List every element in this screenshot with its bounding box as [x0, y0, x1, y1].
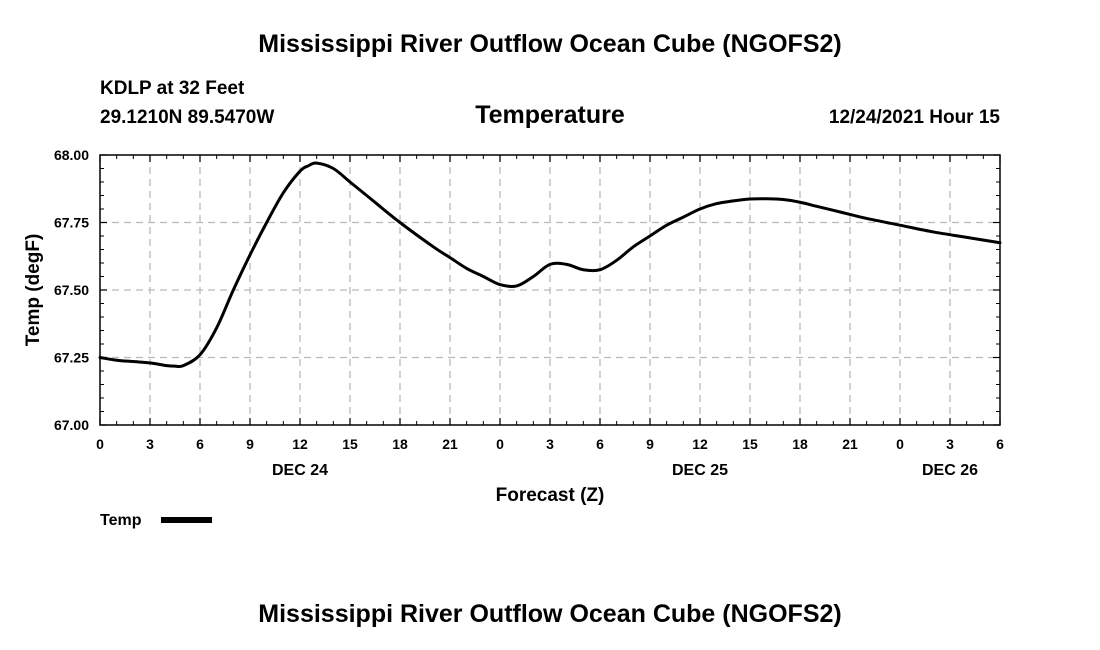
chart-title: Mississippi River Outflow Ocean Cube (NG…	[258, 30, 842, 58]
y-axis-title: Temp (degF)	[23, 234, 44, 347]
x-tick-label: 0	[496, 436, 504, 452]
series-layer	[98, 161, 1002, 369]
date-label: DEC 25	[672, 462, 728, 479]
y-tick-label: 67.50	[54, 282, 89, 298]
x-tick-label: 18	[392, 436, 408, 452]
x-tick-label: 21	[842, 436, 858, 452]
x-tick-label: 0	[896, 436, 904, 452]
legend-label: Temp	[100, 512, 142, 529]
x-tick-label: 18	[792, 436, 808, 452]
x-tick-label: 3	[146, 436, 154, 452]
x-tick-label: 21	[442, 436, 458, 452]
station-label: KDLP at 32 Feet	[100, 78, 245, 99]
x-tick-label: 9	[646, 436, 654, 452]
x-tick-label: 3	[946, 436, 954, 452]
x-tick-label: 3	[546, 436, 554, 452]
x-tick-label: 6	[196, 436, 204, 452]
y-tick-label: 68.00	[54, 147, 89, 163]
y-tick-label: 67.75	[54, 215, 89, 231]
x-tick-label: 9	[246, 436, 254, 452]
grid-lines	[100, 155, 1000, 425]
y-tick-label: 67.00	[54, 417, 89, 433]
axis-labels: 0 3 6 9 12 15 18 21 0 3 6 9 12 15 18 21 0 3 6 67.00 67.25 67.…	[54, 147, 1004, 479]
x-tick-label: 15	[342, 436, 358, 452]
date-label: DEC 26	[922, 462, 978, 479]
x-tick-label: 6	[596, 436, 604, 452]
station-coordinates: 29.1210N 89.5470W	[100, 107, 275, 128]
x-tick-label: 12	[292, 436, 308, 452]
temp-series-line	[98, 161, 1002, 369]
x-tick-label: 15	[742, 436, 758, 452]
plot-frame	[99, 154, 1001, 426]
x-tick-label: 12	[692, 436, 708, 452]
x-tick-label: 0	[96, 436, 104, 452]
footer-title: Mississippi River Outflow Ocean Cube (NG…	[258, 600, 842, 628]
y-tick-label: 67.25	[54, 350, 89, 366]
chart-subtitle: Temperature	[475, 101, 625, 129]
date-label: DEC 24	[272, 462, 328, 479]
x-tick-label: 6	[996, 436, 1004, 452]
forecast-run-time: 12/24/2021 Hour 15	[828, 107, 1000, 128]
x-axis-title: Forecast (Z)	[496, 485, 605, 506]
